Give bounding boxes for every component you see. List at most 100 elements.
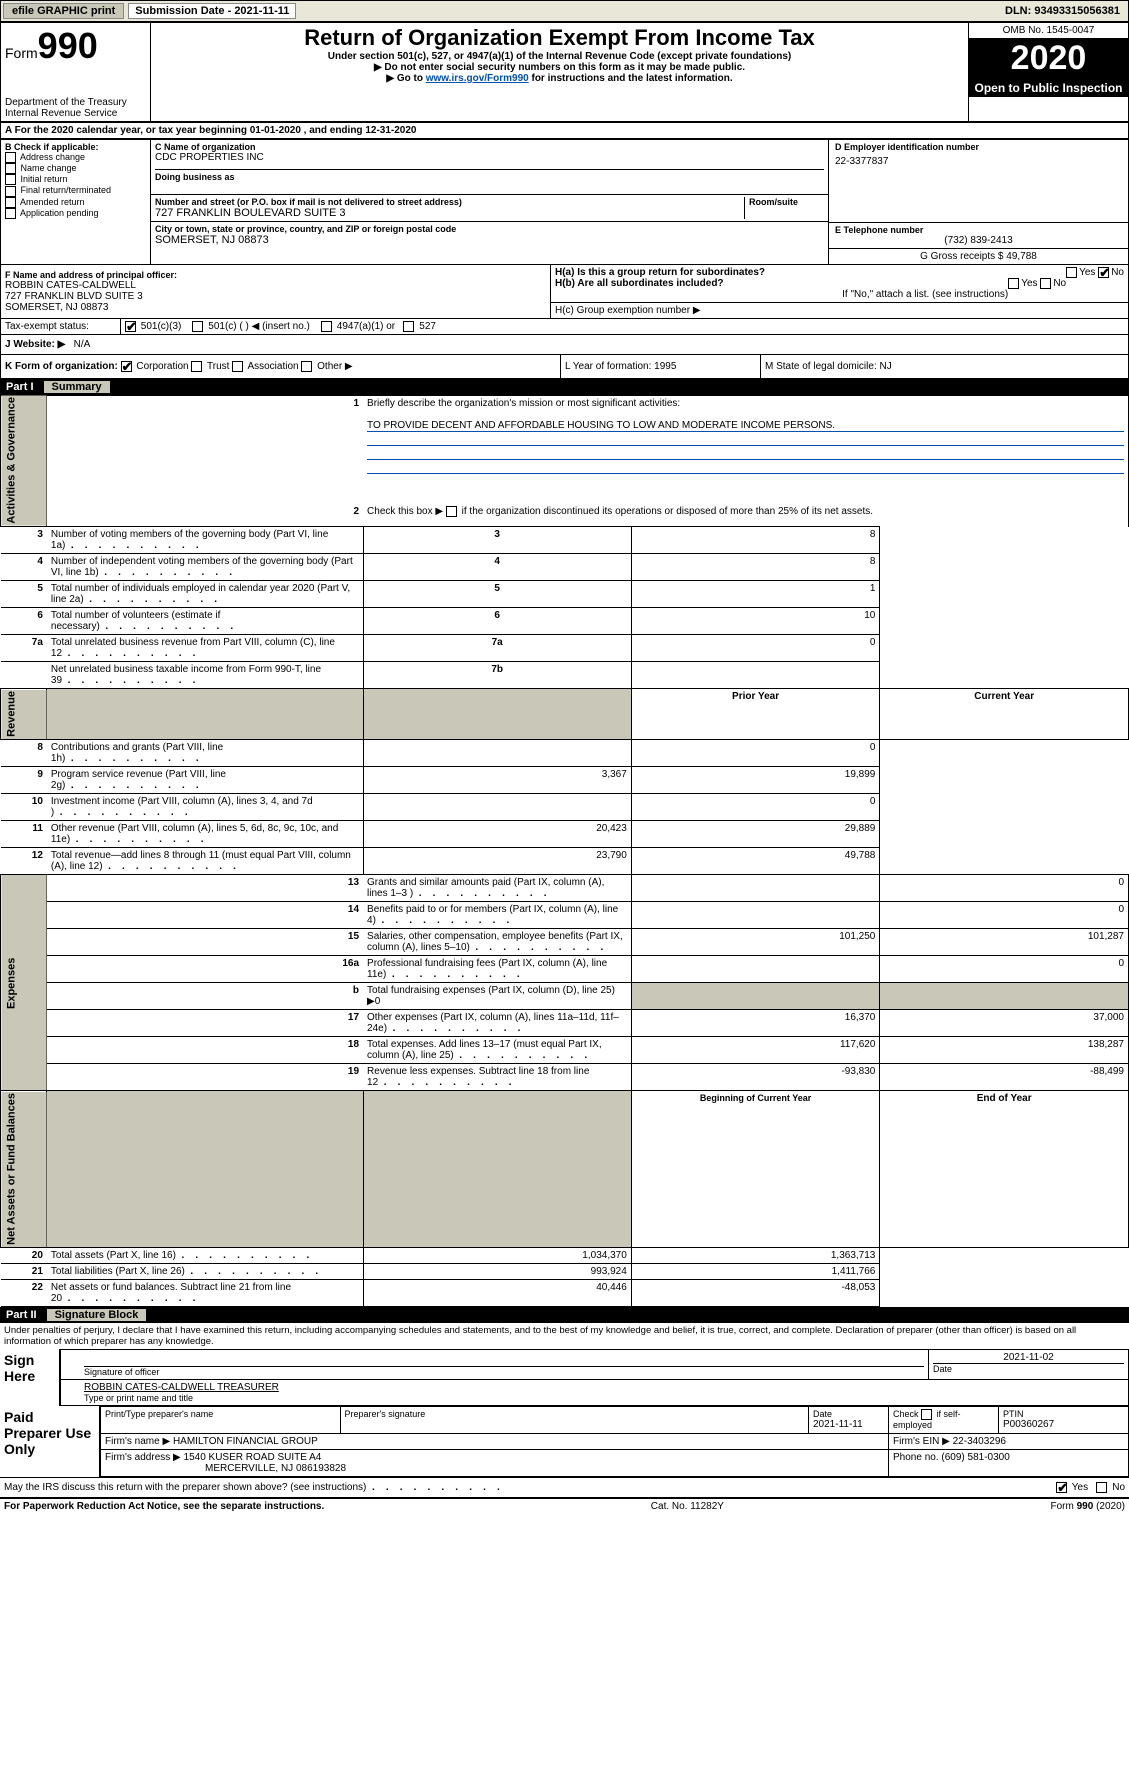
hb-no[interactable] [1040, 278, 1051, 289]
exp-current: 0 [880, 956, 1129, 983]
b-item: Name change [5, 163, 146, 174]
form-title: Return of Organization Exempt From Incom… [155, 25, 964, 51]
other-check[interactable] [301, 361, 312, 372]
tax-year: 2020 [969, 39, 1128, 79]
exp-prior: 101,250 [631, 929, 880, 956]
phone-label: E Telephone number [835, 225, 1122, 235]
check-amended-return[interactable] [5, 197, 16, 208]
footer-left: For Paperwork Reduction Act Notice, see … [4, 1501, 324, 1512]
b-item: Initial return [5, 174, 146, 185]
hb-yes[interactable] [1008, 278, 1019, 289]
ein-value: 22-3377837 [835, 156, 1122, 167]
exp-prior [631, 902, 880, 929]
check-applicable-label: B Check if applicable: [5, 142, 146, 152]
phone-value: (732) 839-2413 [835, 235, 1122, 246]
rev-current: 0 [631, 794, 880, 821]
vside-activities: Activities & Governance [1, 395, 47, 527]
page-footer: For Paperwork Reduction Act Notice, see … [0, 1497, 1129, 1514]
dba-value [155, 182, 824, 192]
street-label: Number and street (or P.O. box if mail i… [155, 197, 744, 207]
check-address-change[interactable] [5, 152, 16, 163]
form-of-org: K Form of organization: Corporation Trus… [1, 355, 561, 379]
self-emp-check[interactable] [921, 1409, 932, 1420]
rev-desc: Investment income (Part VIII, column (A)… [47, 794, 363, 821]
dept-irs: Internal Revenue Service [5, 108, 146, 119]
line-box: 7b [363, 662, 631, 689]
firm-name-label: Firm's name ▶ [105, 1436, 170, 1447]
discuss-question: May the IRS discuss this return with the… [0, 1478, 1129, 1498]
summary-desc: Number of voting members of the governin… [47, 527, 363, 554]
501c-check[interactable] [192, 321, 203, 332]
exp-desc: Revenue less expenses. Subtract line 18 … [363, 1064, 631, 1091]
firm-ein-label: Firm's EIN ▶ [893, 1436, 950, 1447]
summary-value: 10 [631, 608, 880, 635]
rev-current: 0 [631, 740, 880, 767]
line1-label: Briefly describe the organization's miss… [363, 395, 1128, 418]
firm-phone: (609) 581-0300 [941, 1452, 1009, 1463]
ha-yes[interactable] [1066, 267, 1077, 278]
tax-exempt-options: 501(c)(3) 501(c) ( ) ◀ (insert no.) 4947… [121, 319, 1129, 335]
state-domicile: M State of legal domicile: NJ [761, 355, 1129, 379]
4947-check[interactable] [321, 321, 332, 332]
check-final-return-terminated[interactable] [5, 186, 16, 197]
rev-current: 49,788 [631, 848, 880, 875]
ptin-label: PTIN [1003, 1409, 1124, 1419]
part-1-header: Part I Summary [0, 379, 1129, 395]
submission-date: Submission Date - 2021-11-11 [128, 3, 296, 19]
summary-desc: Total number of volunteers (estimate if … [47, 608, 363, 635]
officer-addr2: SOMERSET, NJ 08873 [5, 302, 546, 313]
rev-desc: Contributions and grants (Part VIII, lin… [47, 740, 363, 767]
line2-check[interactable] [446, 506, 457, 517]
exp-desc: Other expenses (Part IX, column (A), lin… [363, 1010, 631, 1037]
rev-prior [363, 740, 631, 767]
officer-printed: ROBBIN CATES-CALDWELL TREASURER [84, 1382, 1124, 1393]
check-name-change[interactable] [5, 163, 16, 174]
line-box: 5 [363, 581, 631, 608]
check-initial-return[interactable] [5, 174, 16, 185]
form-header: Form990 Department of the Treasury Inter… [0, 22, 1129, 122]
prep-name-label: Print/Type preparer's name [105, 1409, 336, 1419]
org-name: CDC PROPERTIES INC [155, 152, 824, 163]
check-application-pending[interactable] [5, 208, 16, 219]
irs-link[interactable]: www.irs.gov/Form990 [426, 73, 529, 84]
exp-desc: Grants and similar amounts paid (Part IX… [363, 875, 631, 902]
discuss-yes[interactable] [1056, 1482, 1067, 1493]
efile-header: efile GRAPHIC print Submission Date - 20… [0, 0, 1129, 22]
discuss-no[interactable] [1096, 1482, 1107, 1493]
ha-no[interactable] [1098, 267, 1109, 278]
efile-label: efile GRAPHIC print [3, 3, 124, 19]
corp-check[interactable] [121, 361, 132, 372]
trust-check[interactable] [191, 361, 202, 372]
summary-value [631, 662, 880, 689]
vside-revenue: Revenue [1, 689, 47, 740]
current-year-header: Current Year [880, 689, 1129, 740]
end-year-header: End of Year [880, 1091, 1129, 1248]
sig-date-label: Date [933, 1363, 1124, 1374]
rev-prior: 23,790 [363, 848, 631, 875]
exp-current [880, 983, 1129, 1010]
gross-receipts: G Gross receipts $ 49,788 [835, 251, 1122, 262]
rev-current: 19,899 [631, 767, 880, 794]
527-check[interactable] [403, 321, 414, 332]
exp-prior: 16,370 [631, 1010, 880, 1037]
sig-officer-label: Signature of officer [84, 1366, 924, 1377]
assoc-check[interactable] [232, 361, 243, 372]
net-desc: Total liabilities (Part X, line 26) [47, 1264, 363, 1280]
paid-preparer-block: Paid Preparer Use Only Print/Type prepar… [0, 1406, 1129, 1477]
omb-number: OMB No. 1545-0047 [969, 23, 1128, 39]
501c3-check[interactable] [125, 321, 136, 332]
open-inspection: Open to Public Inspection [969, 79, 1128, 97]
dba-label: Doing business as [155, 169, 824, 182]
sign-here-label: Sign Here [0, 1350, 60, 1406]
hb-note: If "No," attach a list. (see instruction… [555, 289, 1124, 300]
net-desc: Net assets or fund balances. Subtract li… [47, 1280, 363, 1307]
firm-ein: 22-3403296 [953, 1436, 1006, 1447]
exp-current: 101,287 [880, 929, 1129, 956]
tax-period: A For the 2020 calendar year, or tax yea… [1, 123, 1129, 139]
line-box: 4 [363, 554, 631, 581]
firm-addr2: MERCERVILLE, NJ 086193828 [105, 1463, 884, 1474]
website-row: J Website: ▶ N/A [1, 335, 1129, 355]
rev-prior: 3,367 [363, 767, 631, 794]
rev-prior: 20,423 [363, 821, 631, 848]
summary-desc: Total unrelated business revenue from Pa… [47, 635, 363, 662]
